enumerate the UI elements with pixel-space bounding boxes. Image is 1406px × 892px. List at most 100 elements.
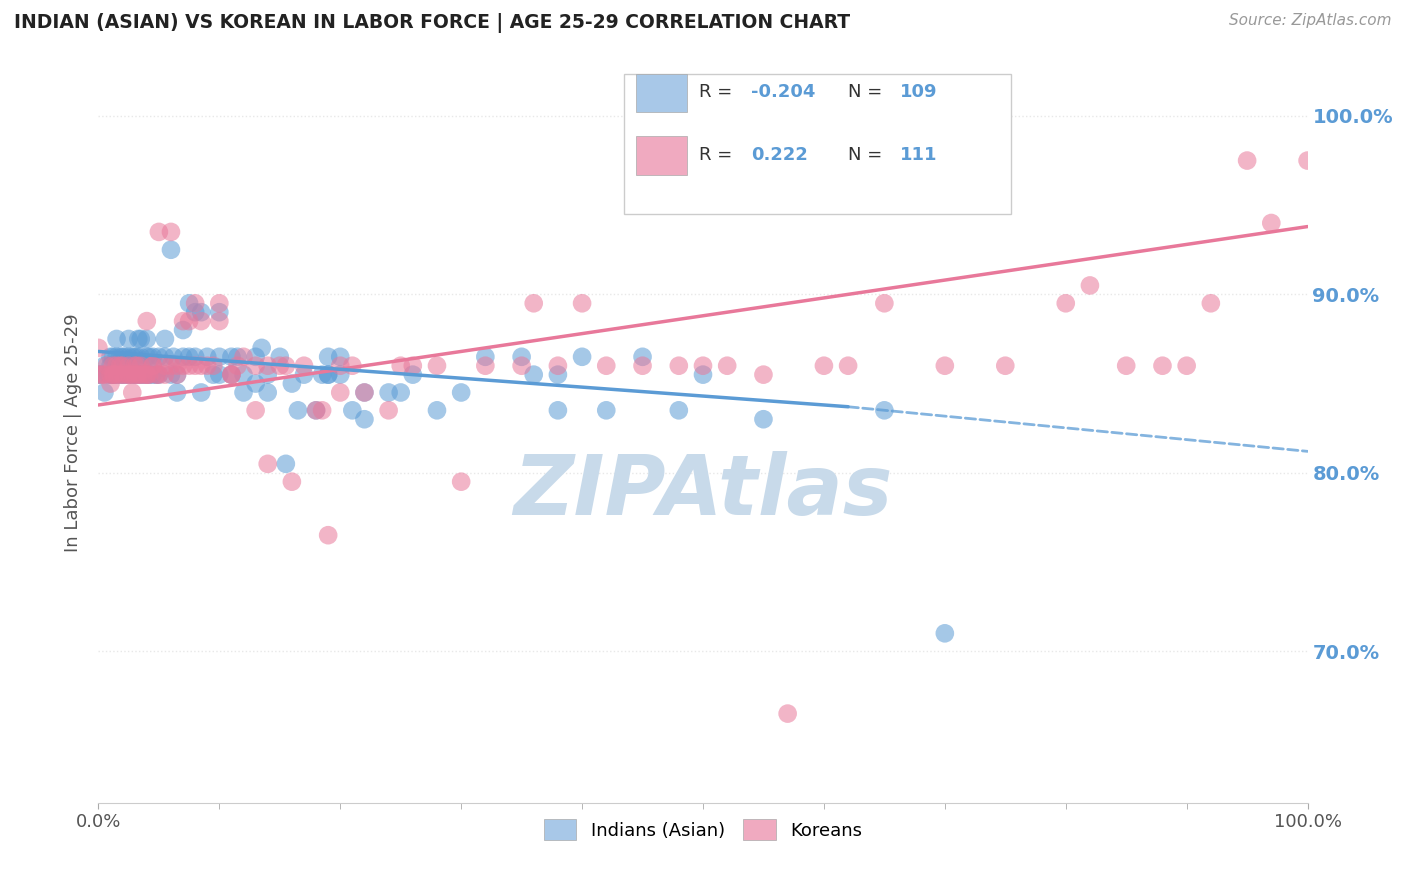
Point — [292, 368, 315, 382]
Point — [101, 359, 124, 373]
Point — [166, 368, 188, 382]
Point — [281, 475, 304, 489]
Point — [184, 350, 207, 364]
Point — [111, 359, 134, 373]
Text: 109: 109 — [900, 83, 938, 101]
Text: R =: R = — [699, 146, 738, 164]
Point — [752, 368, 775, 382]
Point — [571, 296, 593, 310]
Point — [166, 359, 188, 373]
Point — [105, 359, 128, 373]
Point — [148, 225, 170, 239]
Point — [1175, 359, 1198, 373]
Point — [202, 368, 225, 382]
Point — [135, 314, 157, 328]
Point — [129, 368, 152, 382]
Point — [135, 332, 157, 346]
Point — [208, 350, 231, 364]
Point — [101, 350, 124, 364]
Point — [121, 368, 143, 382]
Point — [184, 296, 207, 310]
Point — [450, 385, 472, 400]
Point — [402, 359, 425, 373]
Point — [389, 359, 412, 373]
Point — [377, 403, 399, 417]
Text: 0.222: 0.222 — [751, 146, 808, 164]
Point — [114, 368, 136, 382]
Point — [100, 376, 122, 391]
Point — [353, 385, 375, 400]
Point — [510, 350, 533, 364]
Text: 111: 111 — [900, 146, 938, 164]
Point — [121, 368, 143, 382]
Point — [172, 350, 194, 364]
Point — [160, 368, 183, 382]
Point — [256, 359, 278, 373]
Point — [232, 368, 254, 382]
Point — [208, 368, 231, 382]
Point — [101, 368, 124, 382]
Point — [873, 403, 896, 417]
Point — [105, 350, 128, 364]
Point — [153, 368, 176, 382]
Point — [142, 350, 165, 364]
Point — [127, 332, 149, 346]
Point — [269, 350, 291, 364]
Point — [100, 350, 122, 364]
Point — [190, 359, 212, 373]
Point — [101, 368, 124, 382]
Point — [208, 296, 231, 310]
Point — [269, 359, 291, 373]
Point — [111, 368, 134, 382]
Point — [90, 368, 112, 382]
Point — [145, 368, 167, 382]
Point — [108, 359, 131, 373]
Point — [668, 359, 690, 373]
Point — [138, 368, 160, 382]
Point — [105, 332, 128, 346]
Point — [547, 359, 569, 373]
Text: ZIPAtlas: ZIPAtlas — [513, 451, 893, 533]
Point — [1199, 296, 1222, 310]
Point — [118, 368, 141, 382]
Point — [142, 359, 165, 373]
Text: -0.204: -0.204 — [751, 83, 815, 101]
Point — [118, 359, 141, 373]
Point — [145, 368, 167, 382]
Point — [221, 368, 243, 382]
Point — [142, 359, 165, 373]
Point — [245, 403, 267, 417]
Point — [692, 368, 714, 382]
Point — [547, 368, 569, 382]
Point — [752, 412, 775, 426]
Point — [837, 359, 859, 373]
Point — [316, 368, 339, 382]
Point — [166, 385, 188, 400]
Point — [523, 368, 546, 382]
Y-axis label: In Labor Force | Age 25-29: In Labor Force | Age 25-29 — [65, 313, 83, 552]
Point — [118, 368, 141, 382]
Point — [105, 368, 128, 382]
Point — [127, 368, 149, 382]
Point — [179, 296, 201, 310]
Point — [994, 359, 1017, 373]
Point — [127, 368, 149, 382]
Point — [129, 332, 152, 346]
Point — [138, 368, 160, 382]
Point — [873, 296, 896, 310]
Point — [342, 403, 364, 417]
Point — [96, 359, 118, 373]
Point — [256, 368, 278, 382]
Point — [105, 368, 128, 382]
Point — [124, 368, 146, 382]
Point — [127, 359, 149, 373]
FancyBboxPatch shape — [624, 73, 1011, 214]
Point — [190, 314, 212, 328]
Point — [221, 350, 243, 364]
Point — [114, 368, 136, 382]
Point — [1260, 216, 1282, 230]
Point — [202, 359, 225, 373]
Point — [316, 528, 339, 542]
Point — [547, 403, 569, 417]
Text: N =: N = — [848, 146, 889, 164]
